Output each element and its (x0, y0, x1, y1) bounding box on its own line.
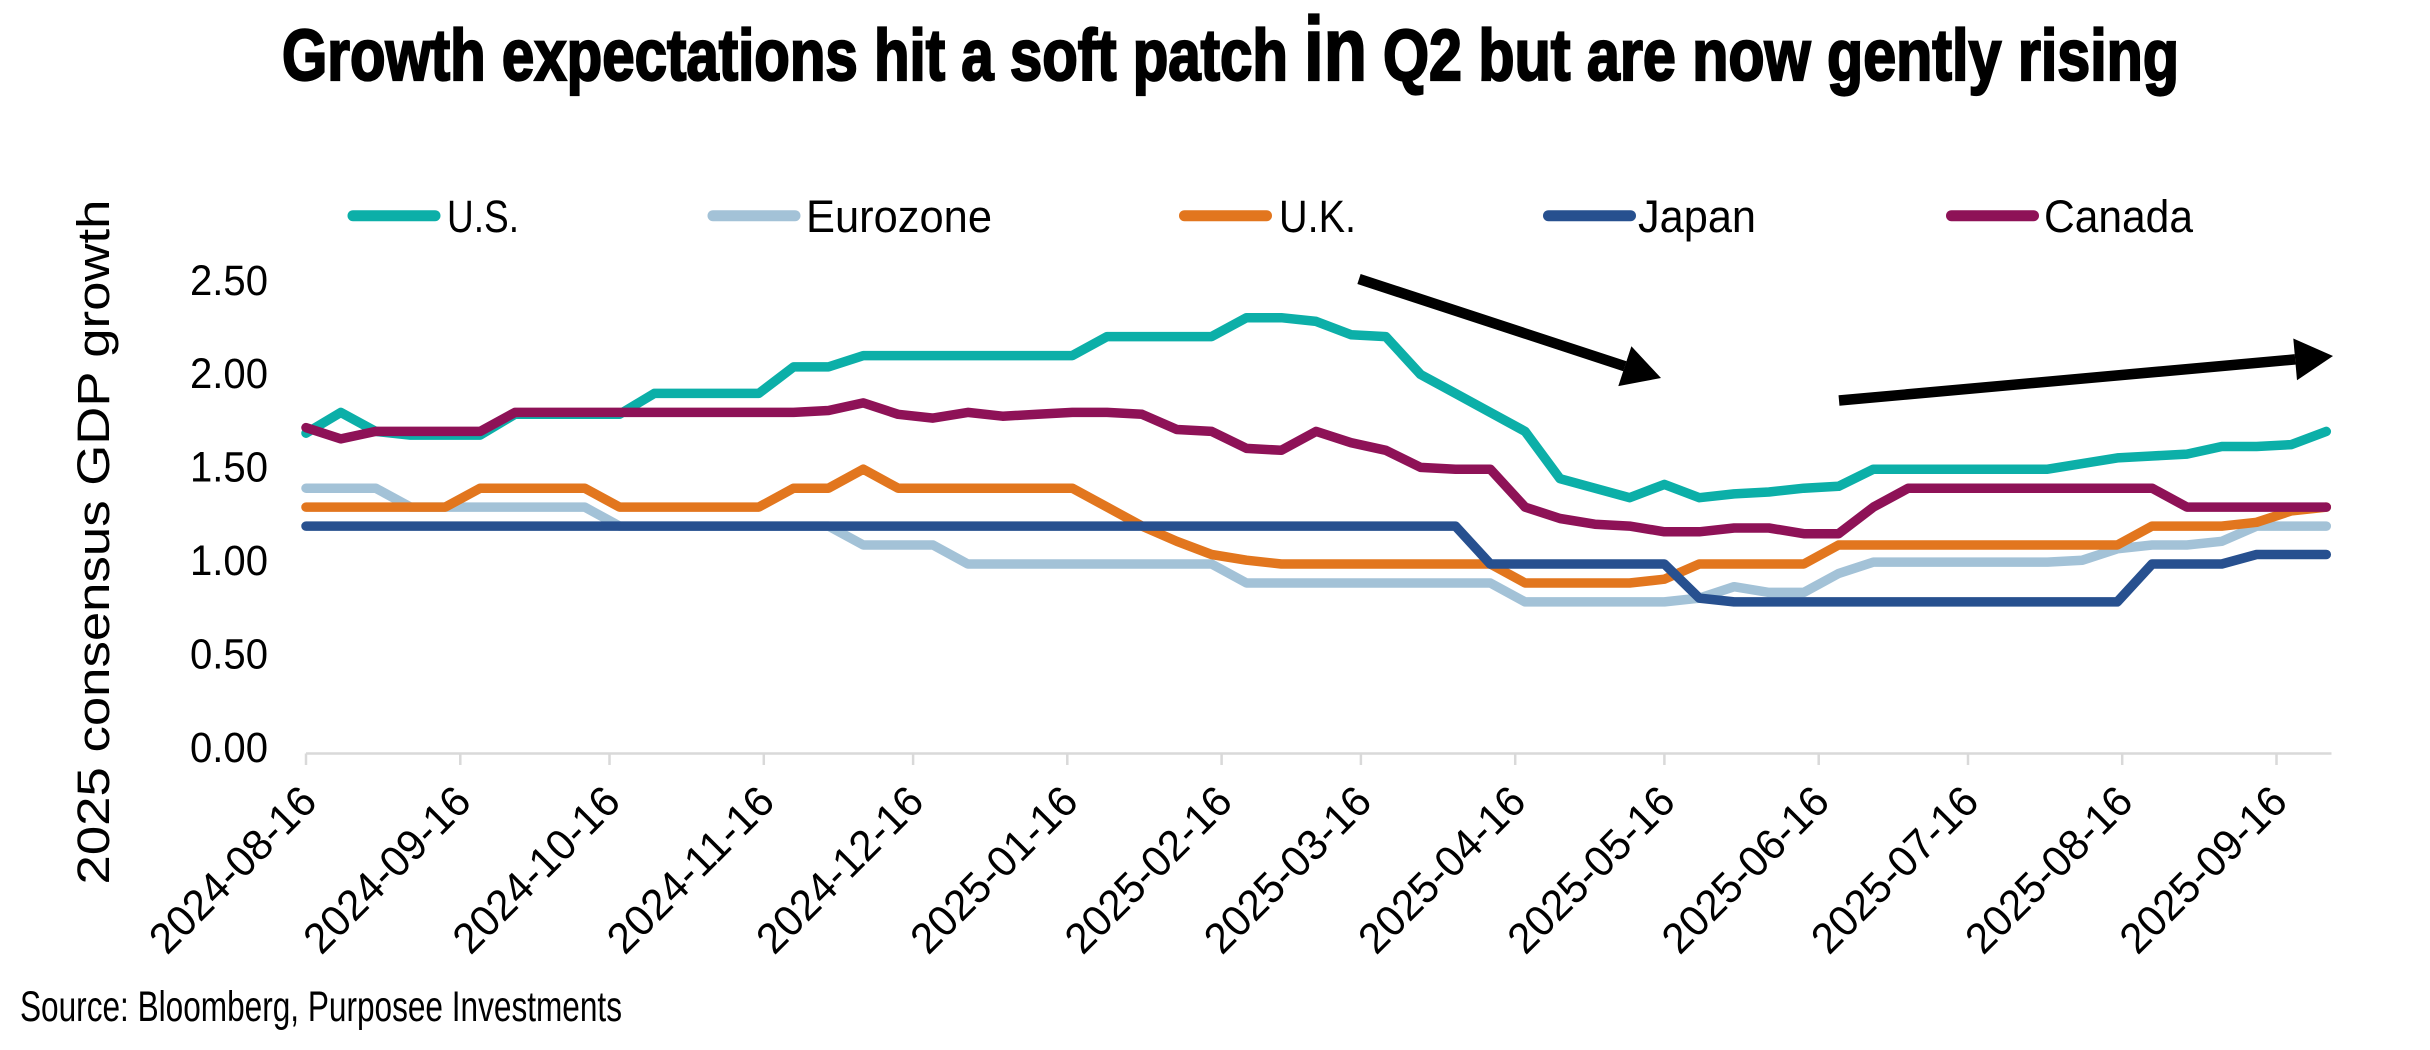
svg-text:Japan: Japan (1638, 191, 1756, 242)
svg-text:1.50: 1.50 (190, 444, 268, 492)
svg-text:Eurozone: Eurozone (806, 191, 992, 242)
svg-text:U.K.: U.K. (1279, 191, 1356, 242)
svg-text:0.50: 0.50 (190, 631, 268, 679)
svg-text:in: in (1304, 0, 1367, 100)
svg-text:Growth expectations hit a soft: Growth expectations hit a soft patch (282, 16, 1288, 96)
svg-text:Source: Bloomberg, Purposee In: Source: Bloomberg, Purposee Investments (20, 983, 622, 1031)
svg-text:0.00: 0.00 (190, 724, 268, 772)
svg-text:U.S.: U.S. (447, 191, 519, 242)
svg-text:2.00: 2.00 (190, 350, 268, 398)
svg-text:Canada: Canada (2044, 191, 2194, 242)
svg-text:2.50: 2.50 (190, 257, 268, 305)
svg-text:2025 consensus GDP growth: 2025 consensus GDP growth (68, 200, 119, 885)
svg-text:Q2 but are now gently rising: Q2 but are now gently rising (1383, 16, 2179, 96)
svg-text:1.00: 1.00 (190, 537, 268, 585)
